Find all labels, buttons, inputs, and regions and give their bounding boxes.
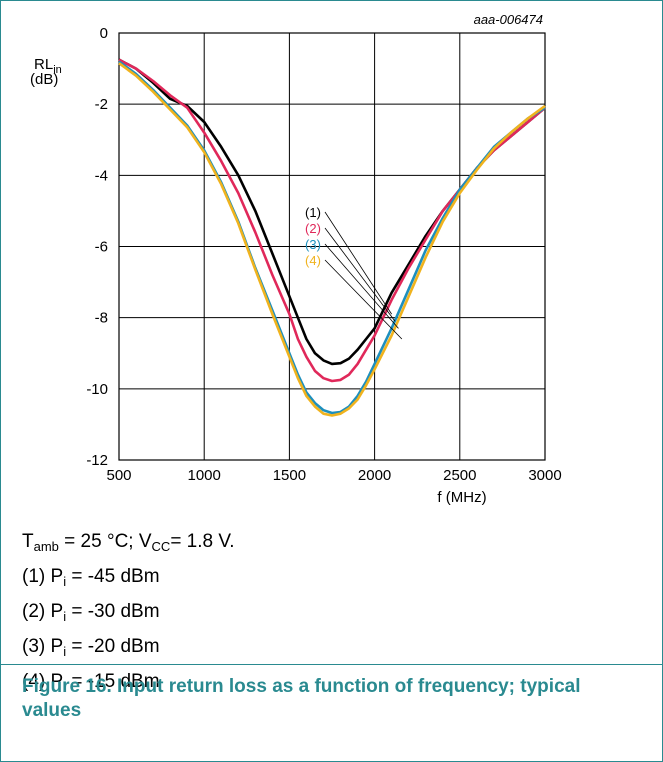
series-leader-1: [324, 211, 392, 315]
condition-line: Tamb = 25 °C; VCC= 1.8 V.: [22, 531, 235, 554]
caption-divider: [0, 664, 663, 665]
y-axis-label-sub: in: [53, 64, 62, 76]
series-leader-2: [324, 227, 396, 322]
note-item-3: (3) Pi = -20 dBm: [22, 636, 160, 659]
x-tick-label: 3000: [528, 467, 561, 484]
plot-border: [118, 32, 546, 461]
series-label-1: (1): [305, 205, 321, 220]
series-label-3: (3): [305, 237, 321, 252]
x-tick-label: 500: [106, 467, 131, 484]
y-axis-label-main: RL: [34, 56, 53, 73]
y-tick-label: -6: [95, 239, 108, 256]
chart-axes: [118, 32, 546, 461]
figure-caption: Figure 16. Input return loss as a functi…: [22, 676, 581, 721]
y-tick-label: -8: [95, 310, 108, 327]
y-tick-label: -4: [95, 167, 108, 184]
x-axis-label: f (MHz): [437, 489, 486, 506]
series-label-2: (2): [305, 221, 321, 236]
y-tick-labels: 0 -2 -4 -6 -8 -10 -12: [86, 25, 108, 469]
series-leader-3: [324, 243, 399, 329]
y-tick-label: -12: [86, 452, 108, 469]
y-tick-label: -2: [95, 96, 108, 113]
series-leader-4: [324, 259, 403, 340]
y-tick-label: -10: [86, 381, 108, 398]
series-line-4: [118, 62, 546, 417]
y-tick-label: 0: [100, 25, 108, 42]
figure-code: aaa-006474: [474, 12, 543, 27]
x-tick-label: 2500: [443, 467, 476, 484]
figure-notes: Tamb = 25 °C; VCC= 1.8 V. (1) Pi = -45 d…: [22, 530, 235, 705]
series-label-4: (4): [305, 253, 321, 268]
chart: 500 1000 1500 2000 2500 3000 0-2-4-6-8-10-12 …: [30, 12, 562, 506]
note-item-1: (1) Pi = -45 dBm: [22, 566, 160, 589]
series-line-2: [118, 58, 546, 383]
series-labels: (1)(2)(3)(4): [305, 205, 403, 340]
y-axis-label: RLin: [34, 56, 62, 76]
note-item-2: (2) Pi = -30 dBm: [22, 601, 160, 624]
series-lines: [118, 58, 546, 417]
x-tick-labels: 500 1000 1500 2000 2500 3000: [106, 467, 561, 484]
y-axis-unit: (dB): [30, 71, 58, 88]
x-tick-label: 2000: [358, 467, 391, 484]
chart-grid: [118, 32, 546, 461]
x-tick-label: 1000: [188, 467, 221, 484]
x-tick-label: 1500: [273, 467, 306, 484]
note-item-4: (4) Pi = -15 dBm: [22, 671, 160, 694]
